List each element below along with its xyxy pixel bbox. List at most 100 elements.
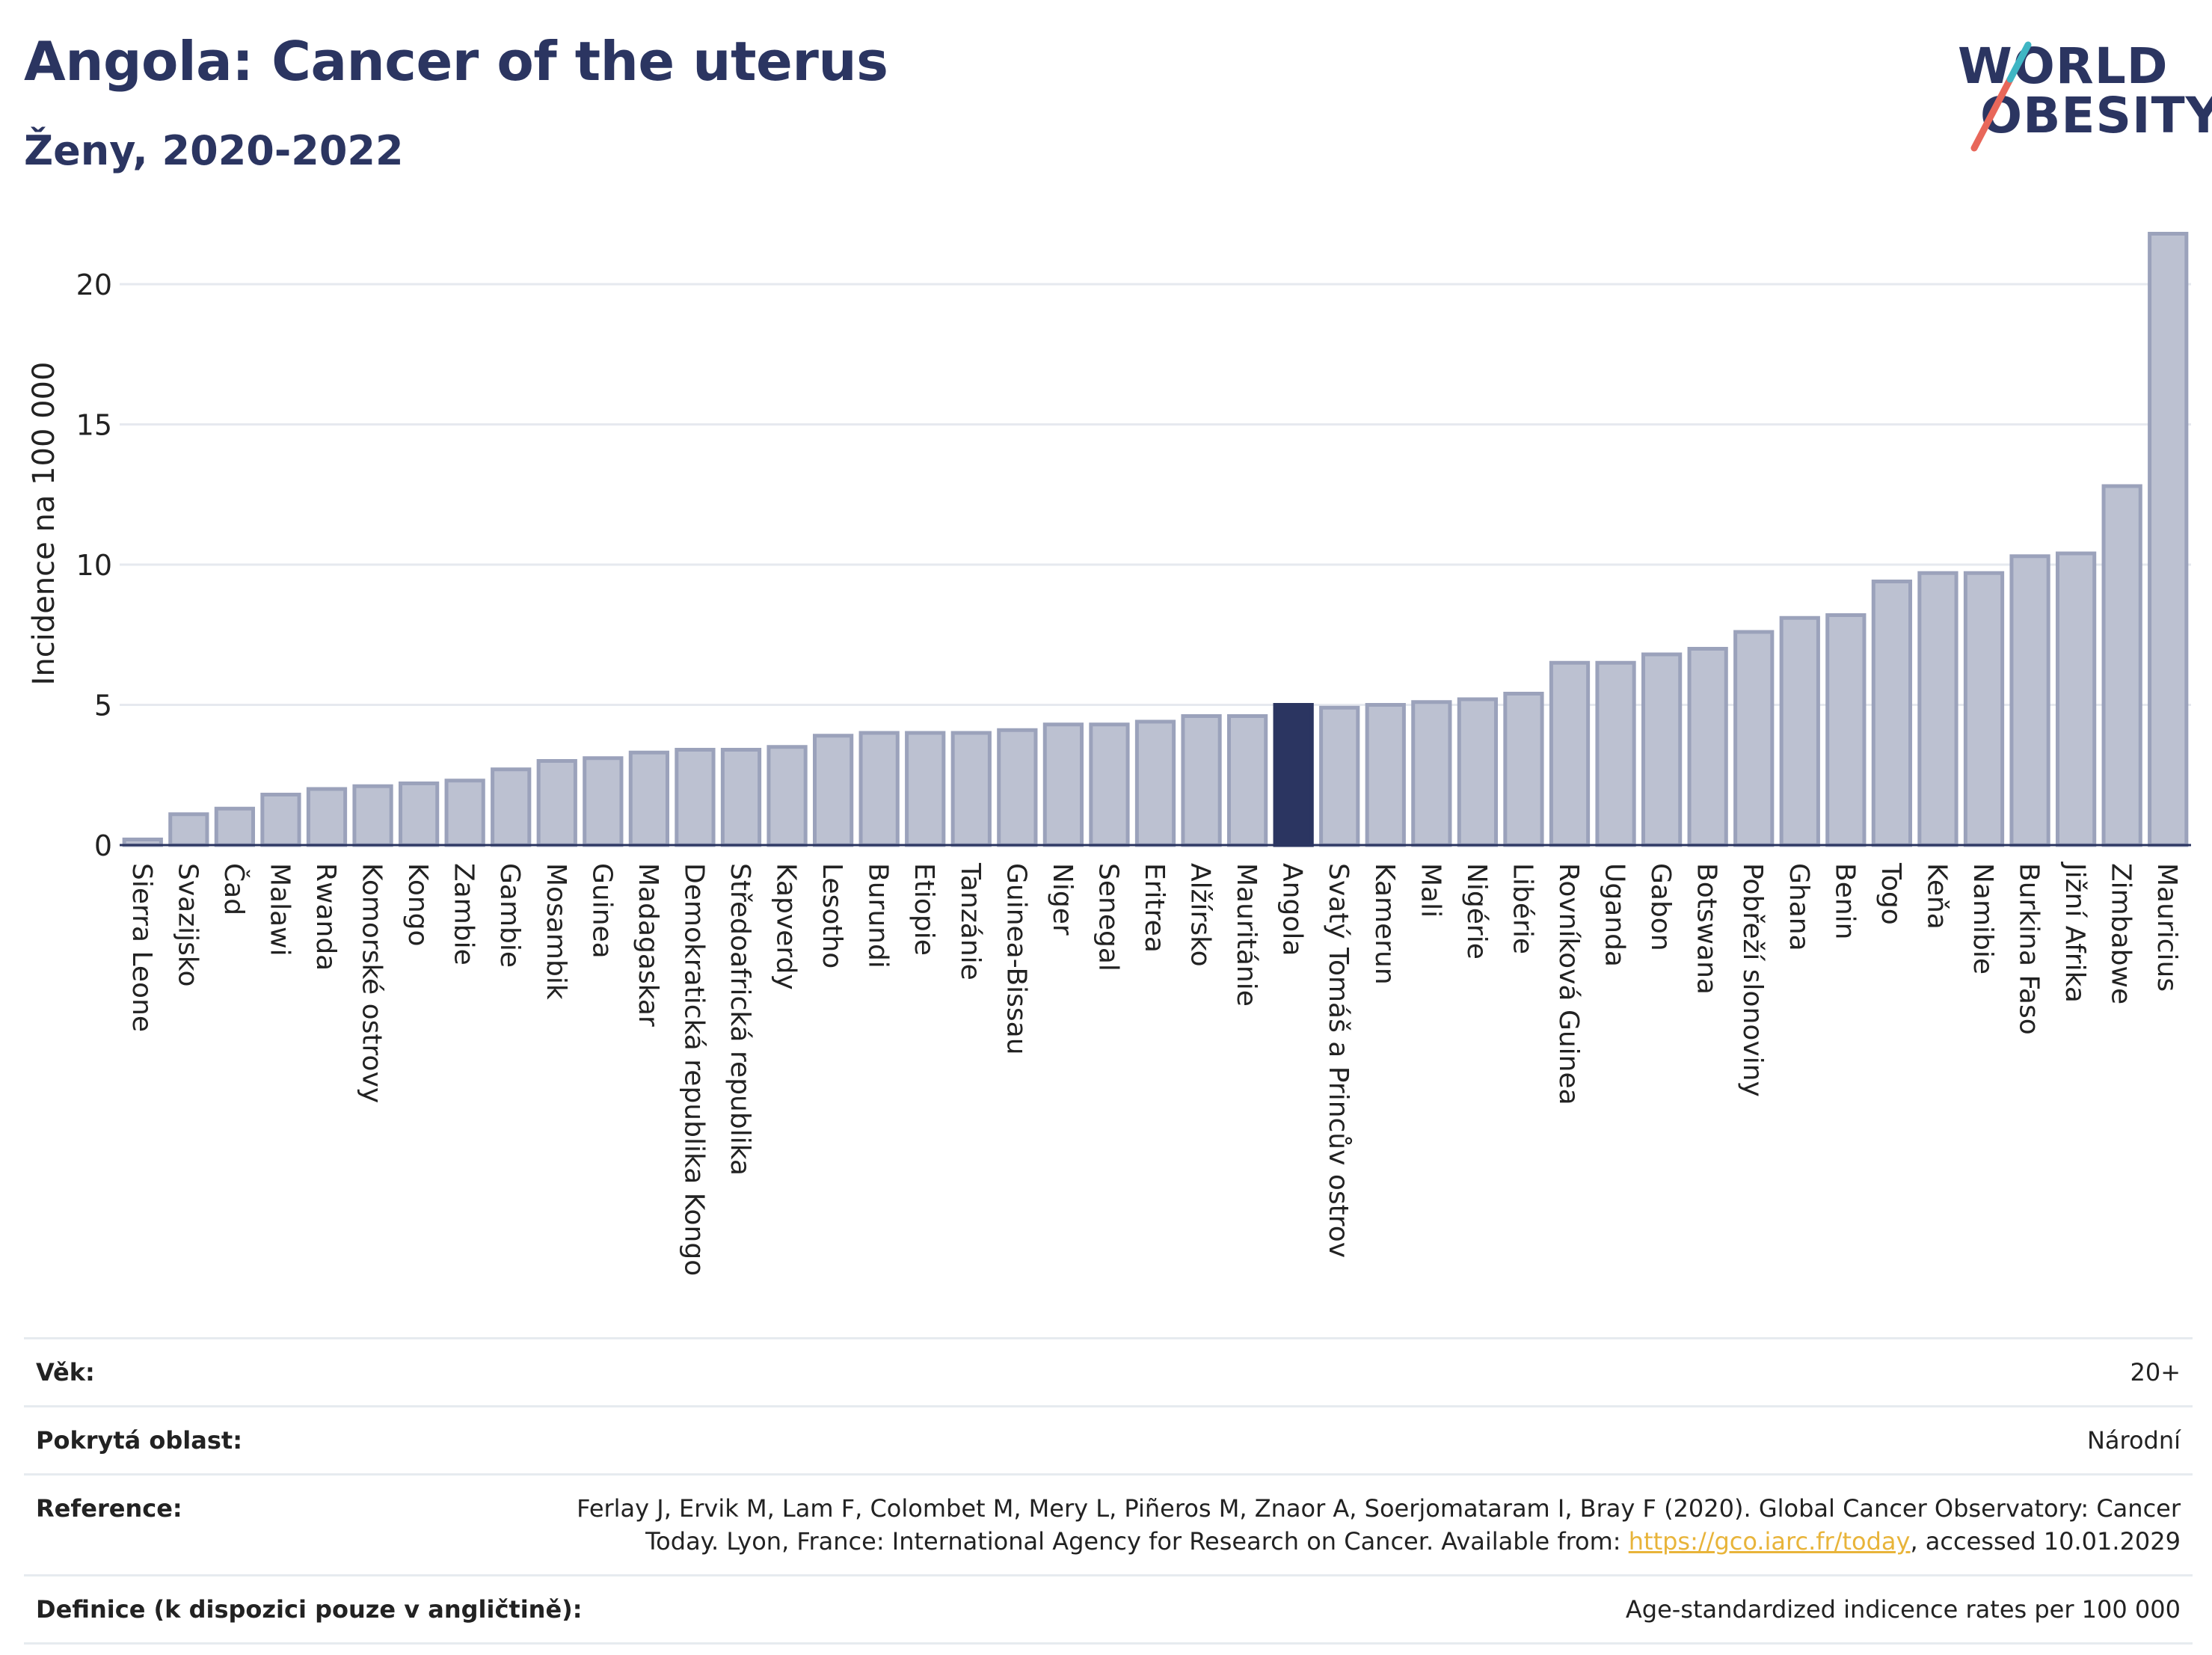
y-tick-label: 20 (76, 268, 112, 301)
bar (1411, 700, 1452, 847)
bar (720, 748, 762, 847)
info-row-reference: Reference: Ferlay J, Ervik M, Lam F, Col… (24, 1473, 2193, 1574)
bar (675, 748, 716, 847)
bar (628, 750, 670, 847)
y-tick-label: 10 (76, 549, 112, 582)
y-tick-label: 15 (76, 409, 112, 442)
bar (1042, 722, 1084, 847)
x-tick-label: Kamerun (1369, 863, 1400, 985)
chart-title: Angola: Cancer of the uterus (24, 30, 888, 93)
bar (1134, 719, 1176, 847)
logo-line-2: OBESITY (1980, 87, 2212, 144)
labels: 0 5 10 15 20 Sierra Leone Svazijsko Čad Malawi Rw… (76, 268, 2183, 1276)
info-row-age: Věk: 20+ (24, 1337, 2193, 1405)
bar (812, 734, 854, 847)
bar (1687, 647, 1728, 847)
bar (260, 793, 301, 847)
coverage-value: Národní (2086, 1426, 2181, 1455)
bar (2055, 551, 2097, 847)
bar (1641, 652, 1683, 847)
bar (1226, 714, 1268, 847)
bar (306, 787, 348, 847)
bar (1503, 692, 1544, 847)
x-tick-label: Gambie (494, 863, 525, 968)
bar (1319, 705, 1360, 847)
x-tick-label: Gabon (1645, 863, 1676, 951)
bar (950, 731, 992, 847)
bar (536, 759, 577, 847)
x-tick-label: Kapverdy (771, 863, 802, 990)
bar (398, 782, 440, 847)
x-tick-label: Benin (1829, 863, 1860, 939)
x-tick-label: Alžírsko (1185, 863, 1216, 967)
bar (2148, 232, 2189, 847)
bar (1089, 722, 1130, 847)
x-tick-label: Guinea-Bissau (1001, 863, 1031, 1055)
x-tick-label: Etiopie (909, 863, 939, 956)
bar (2009, 554, 2050, 847)
x-tick-label: Komorské ostrovy (357, 863, 387, 1103)
reference-text: Ferlay J, Ervik M, Lam F, Colombet M, Me… (577, 1494, 2181, 1556)
bar (1365, 703, 1406, 847)
definition-value: Age-standardized indicence rates per 100… (1625, 1595, 2181, 1624)
x-tick-label: Malawi (264, 863, 295, 957)
x-tick-label: Mauricius (2151, 863, 2182, 992)
x-tick-label: Burkina Faso (2014, 863, 2044, 1035)
x-tick-label: Keňa (1921, 863, 1952, 930)
bar-chart: 0 5 10 15 20 Sierra Leone Svazijsko Čad Malawi Rw… (27, 232, 2191, 1276)
bar (444, 779, 485, 847)
x-tick-label: Svazijsko (172, 863, 203, 986)
x-tick-label: Angola (1277, 863, 1308, 956)
coverage-label: Pokrytá oblast: (36, 1426, 242, 1455)
bar (1273, 703, 1314, 847)
bar (858, 731, 900, 847)
info-row-coverage: Pokrytá oblast: Národní (24, 1405, 2193, 1473)
bar (1917, 571, 1958, 847)
bar (1963, 571, 2005, 847)
x-tick-label: Mauritánie (1231, 863, 1262, 1007)
x-tick-label: Rwanda (310, 863, 341, 971)
x-tick-label: Zambie (449, 863, 479, 965)
bar (1871, 580, 1913, 847)
info-row-definition: Definice (k dispozici pouze v angličtině… (24, 1574, 2193, 1645)
reference-value: Ferlay J, Ervik M, Lam F, Colombet M, Me… (535, 1492, 2181, 1558)
age-value: 20+ (2130, 1358, 2181, 1387)
age-label: Věk: (36, 1358, 95, 1387)
bar (766, 745, 808, 847)
x-tick-label: Tanzánie (955, 862, 986, 980)
definition-label: Definice (k dispozici pouze v angličtině… (36, 1595, 583, 1624)
x-tick-label: Uganda (1600, 863, 1630, 967)
bar (2101, 484, 2142, 847)
x-tick-label: Mali (1415, 863, 1446, 918)
bar (491, 767, 532, 847)
x-tick-label: Niger (1047, 863, 1078, 936)
logo-line-1: WORLD (1958, 37, 2169, 95)
world-obesity-logo: WORLD OBESITY (1944, 22, 2212, 157)
bar (1779, 615, 1820, 847)
x-tick-label: Ghana (1784, 863, 1814, 951)
x-tick-label: Burundi (863, 863, 894, 968)
x-tick-label: Demokratická republika Kongo (678, 863, 709, 1276)
y-tick-label: 0 (94, 829, 112, 862)
y-axis-label: Incidence na 100 000 (27, 362, 61, 686)
y-tick-label: 5 (94, 690, 112, 722)
x-tick-label: Senegal (1093, 863, 1123, 971)
bar (1595, 660, 1636, 847)
x-tick-label: Namibie (1967, 863, 1998, 974)
x-tick-label: Lesotho (817, 863, 847, 968)
reference-link[interactable]: https://gco.iarc.fr/today (1628, 1527, 1911, 1556)
bar (214, 806, 256, 847)
x-tick-label: Rovníková Guinea (1553, 863, 1584, 1105)
bar (352, 784, 393, 847)
bar (997, 728, 1038, 847)
x-tick-label: Sierra Leone (126, 863, 157, 1032)
reference-accessed: , accessed 10.01.2029 (1910, 1527, 2181, 1556)
x-tick-label: Svatý Tomáš a Princův ostrov (1323, 863, 1354, 1258)
x-tick-label: Madagaskar (633, 863, 663, 1027)
x-tick-label: Botswana (1692, 863, 1722, 995)
bar (583, 756, 624, 847)
chart-subtitle: Ženy, 2020-2022 (24, 127, 404, 174)
x-tick-label: Guinea (586, 863, 617, 959)
info-table: Věk: 20+ Pokrytá oblast: Národní Referen… (24, 1337, 2193, 1645)
logo-slash-icon (1970, 41, 2032, 152)
